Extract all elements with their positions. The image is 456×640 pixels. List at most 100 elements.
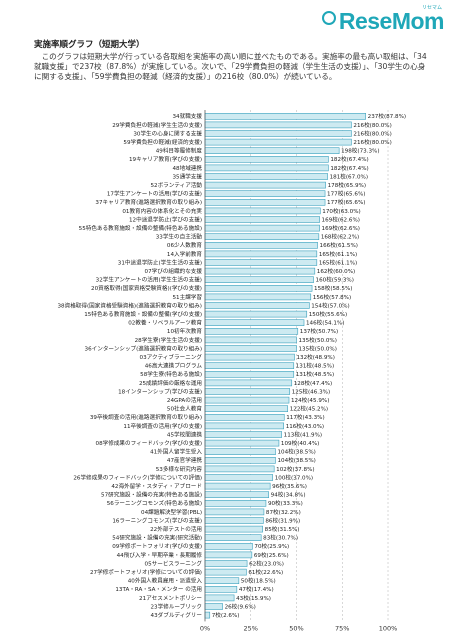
category-label: 20資格取得(国家資格受験資格)(学びの支援) (91, 284, 202, 292)
bar (204, 173, 328, 180)
data-label: 96校(35.6%) (272, 482, 307, 490)
category-label: 35通学支援 (173, 172, 203, 180)
bar (204, 413, 285, 421)
category-label: 38資格取得(国家資格受験資格)(進路選択教育の取り組み) (57, 301, 202, 309)
bar (204, 508, 265, 516)
category-label: 54研究施設・設備の充実(研究活動) (112, 534, 202, 542)
category-label: 58学生寮(特色ある施設) (140, 370, 202, 378)
bar (204, 207, 321, 215)
category-label: 16ラーニングコモンズ(学びの支援) (112, 516, 202, 524)
bar (204, 560, 248, 567)
x-tick-label: 0% (200, 624, 210, 632)
brand-logo: ReseMom リセマム (321, 5, 445, 35)
data-label: 135校(50.0%) (299, 336, 337, 344)
category-label: 30学生の心身に関する支援 (133, 129, 202, 137)
category-label: 36インターンシップ(進路選択教育の取り組み) (85, 344, 202, 352)
data-label: 117校(43.3%) (286, 413, 324, 421)
bar (204, 422, 284, 430)
bar (204, 431, 282, 438)
bar (204, 336, 297, 344)
data-label: 70校(25.9%) (254, 542, 289, 550)
bar (204, 130, 352, 137)
data-label: 132校(48.9%) (296, 353, 334, 361)
bar (204, 534, 262, 542)
data-label: 116校(43.0%) (286, 422, 324, 430)
bar (204, 439, 280, 447)
bar (204, 284, 313, 292)
category-label: 41外国人留学生受入 (150, 448, 202, 456)
bar (204, 603, 223, 610)
data-label: 7校(2.6%) (212, 611, 240, 619)
data-label: 182校(67.4%) (330, 164, 368, 172)
data-label: 125校(46.3%) (292, 387, 330, 395)
bar (204, 551, 253, 559)
bar (204, 499, 267, 507)
bar (204, 491, 269, 499)
bar (204, 370, 295, 378)
category-label: 10初年次教育 (167, 327, 202, 335)
data-label: 169校(62.6%) (322, 224, 360, 232)
bar (204, 233, 320, 240)
category-label: 32学生アンケートの活用(学生生活の支援) (96, 276, 202, 284)
data-label: 26校(9.6%) (225, 602, 256, 610)
bar (204, 405, 289, 413)
bar (204, 147, 340, 154)
x-tick-label: 50% (289, 624, 303, 632)
bar (204, 448, 276, 456)
bar (204, 293, 312, 301)
category-label: 56ラーニングコモンズ(特色ある施設) (107, 499, 202, 507)
bar (204, 250, 318, 258)
data-label: 160校(59.3%) (316, 276, 354, 284)
bar (204, 379, 293, 387)
data-label: 150校(55.6%) (309, 310, 347, 318)
bar (204, 242, 318, 249)
data-label: 162校(60.0%) (317, 267, 355, 275)
bar (204, 181, 326, 189)
category-label: 07学びの組織的な支援 (145, 267, 203, 275)
bar (204, 585, 238, 593)
bar (204, 525, 263, 533)
category-label: 17学生アンケートの活用(学びの支援) (107, 190, 202, 198)
category-label: 26学修成果のフィードバック(学修についての評価) (73, 473, 202, 481)
data-label: 50校(18.5%) (241, 577, 276, 585)
category-label: 19キャリア教育(学びの支援) (129, 155, 202, 163)
bar (204, 517, 264, 524)
category-label: 40外国人教員雇用・派遣受入 (128, 577, 203, 585)
category-label: 55特色ある教育施設・設備の整備(特色ある施設) (79, 224, 202, 232)
data-label: 62校(23.0%) (249, 559, 284, 567)
category-label: 44飛び入学・早期卒業・長期履修 (117, 551, 203, 559)
bar (204, 302, 310, 309)
bar (204, 319, 305, 327)
category-label: 23学修ルーブリック (150, 602, 202, 610)
category-label: 46高大連携プログラム (145, 362, 203, 370)
data-label: 102校(37.8%) (276, 465, 314, 473)
category-label: 47産官学連携 (167, 456, 202, 464)
data-label: 122校(45.2%) (290, 405, 328, 413)
data-label: 182校(67.4%) (330, 155, 368, 163)
bar (204, 542, 253, 550)
data-label: 104校(38.5%) (277, 456, 315, 464)
category-label: 08学修成果のフィードバック(学びの支援) (96, 439, 202, 447)
data-label: 109校(40.4%) (281, 439, 319, 447)
bar (204, 164, 329, 172)
data-label: 128校(47.4%) (294, 379, 332, 387)
data-label: 154校(57.0%) (311, 301, 349, 309)
bar (204, 345, 297, 352)
data-label: 131校(48.5%) (296, 370, 334, 378)
section-title: 実施率順グラフ（短期大学） (34, 40, 145, 50)
data-label: 124校(45.9%) (291, 396, 329, 404)
data-label: 181校(67.0%) (330, 172, 368, 180)
bar (204, 396, 290, 404)
bar (204, 474, 274, 481)
bar (204, 568, 247, 576)
category-label: 31中途退学防止(学生生活の支援) (118, 258, 202, 266)
brand-mark-icon (321, 10, 336, 25)
category-label: 24GPAの活用 (167, 396, 202, 404)
bar (204, 259, 318, 266)
data-label: 216校(80.0%) (353, 129, 391, 137)
data-label: 100校(37.0%) (275, 473, 313, 481)
x-tick-label: 75% (335, 624, 349, 632)
bar (204, 190, 326, 197)
category-label: 13TA・RA・SA・メンター の活用 (115, 585, 202, 593)
